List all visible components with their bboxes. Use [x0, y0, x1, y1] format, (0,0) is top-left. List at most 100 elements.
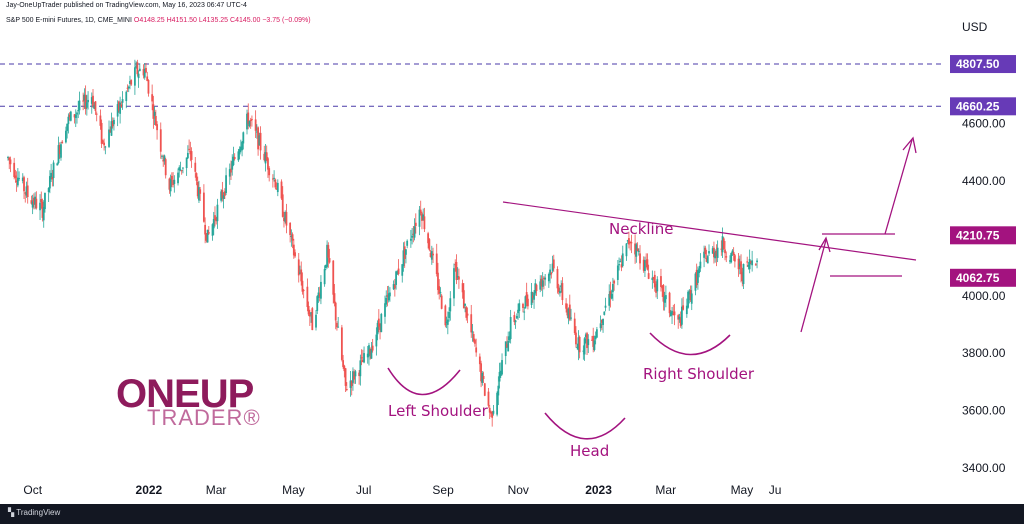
- candle-body: [612, 283, 614, 293]
- candle-body: [716, 247, 719, 258]
- candle-body: [307, 305, 310, 315]
- candle-body: [644, 260, 646, 271]
- candle-body: [471, 331, 474, 333]
- head-arc[interactable]: [544, 412, 626, 440]
- candle-body: [180, 170, 183, 172]
- candle-body: [620, 264, 623, 268]
- candle-body: [437, 272, 439, 291]
- candle-body: [109, 130, 112, 133]
- candle-body: [509, 317, 512, 339]
- candle-body: [142, 69, 145, 76]
- candle-body: [216, 204, 219, 222]
- candle-body: [15, 180, 18, 183]
- candle-body: [137, 73, 140, 79]
- candle-body: [135, 65, 138, 68]
- candle-body: [363, 353, 365, 363]
- candle-body: [697, 270, 699, 283]
- candle-body: [455, 261, 458, 281]
- candle-body: [110, 121, 113, 136]
- candle-body: [602, 318, 604, 326]
- left-shoulder-arc[interactable]: [387, 367, 461, 396]
- candle-body: [172, 180, 174, 185]
- candle-body: [291, 234, 294, 241]
- neckline[interactable]: [502, 201, 917, 261]
- candle-body: [522, 303, 524, 308]
- candle-body: [715, 251, 718, 257]
- time-axis[interactable]: Oct 2022 Mar May Jul Sep Nov 2023 Mar May Ju: [23, 483, 781, 497]
- candle-body: [188, 148, 191, 150]
- candle-body: [561, 283, 564, 301]
- annotation-right-shoulder: Right Shoulder: [643, 365, 755, 383]
- candle-body: [237, 151, 240, 161]
- candle-body: [23, 177, 25, 192]
- candle-body: [440, 295, 443, 309]
- candle-body: [58, 145, 61, 154]
- candle-body: [358, 372, 361, 376]
- candle-body: [173, 179, 176, 184]
- candle-body: [345, 389, 348, 391]
- candle-body: [533, 292, 535, 300]
- candle-body: [207, 232, 210, 234]
- candle-body: [182, 167, 184, 169]
- candle-body: [354, 371, 357, 377]
- candle-body: [67, 116, 70, 125]
- candle-body: [608, 293, 611, 306]
- right-shoulder-arc[interactable]: [649, 332, 731, 356]
- candle-body: [616, 265, 619, 280]
- candle-body: [567, 308, 570, 319]
- oneup-logo: ONEUP: [116, 372, 254, 417]
- candle-body: [523, 311, 526, 313]
- candle-body: [275, 188, 278, 190]
- candle-body: [299, 272, 301, 274]
- candle-body: [662, 285, 665, 302]
- candle-body: [530, 291, 533, 305]
- candle-body: [591, 339, 593, 341]
- candle-body: [682, 305, 685, 310]
- candle-body: [368, 345, 370, 357]
- candle-body: [671, 310, 673, 315]
- candle-body: [44, 192, 46, 210]
- candle-body: [556, 269, 559, 289]
- candle-body: [103, 142, 105, 146]
- candle-body: [539, 281, 542, 290]
- candle-body: [251, 119, 253, 121]
- tradingview-brand[interactable]: ▚ TradingView: [8, 508, 60, 517]
- candle-body: [249, 119, 252, 121]
- candle-body: [599, 323, 602, 329]
- candle-body: [694, 273, 697, 291]
- candle-body: [111, 120, 114, 127]
- candle-body: [116, 104, 119, 117]
- target-arrow[interactable]: [884, 139, 913, 235]
- candle-body: [423, 216, 426, 230]
- pattern-drawings: Neckline Left Shoulder Head Right Should…: [387, 136, 917, 460]
- candle-body: [689, 290, 692, 301]
- candle-body: [565, 303, 567, 309]
- candle-body: [8, 157, 11, 161]
- candle-body: [241, 141, 243, 151]
- candle-body: [344, 368, 347, 386]
- candle-body: [39, 202, 41, 211]
- candle-body: [320, 281, 322, 299]
- target-arrow-head: [902, 136, 917, 154]
- candle-body: [543, 277, 545, 280]
- candle-body: [677, 315, 680, 320]
- candle-body: [324, 264, 327, 269]
- candle-body: [646, 259, 649, 270]
- candle-body: [50, 172, 53, 180]
- candle-body: [18, 178, 20, 180]
- price-axis[interactable]: 4600.00 4400.00 4000.00 3800.00 3600.00 3400.…: [950, 55, 1016, 475]
- candle-body: [230, 168, 232, 173]
- candle-body: [681, 306, 683, 325]
- candle-body: [406, 240, 409, 246]
- candle-body: [498, 371, 501, 382]
- time-tick-label: Ju: [769, 483, 782, 497]
- time-tick-label: 2022: [136, 483, 163, 497]
- candle-body: [66, 123, 69, 131]
- candle-body: [751, 260, 754, 266]
- trader-logo-text: TRADER®: [147, 405, 261, 430]
- rally-arrow[interactable]: [800, 239, 827, 333]
- candle-body: [595, 329, 598, 338]
- candle-body: [708, 251, 710, 254]
- candle-body: [690, 293, 693, 304]
